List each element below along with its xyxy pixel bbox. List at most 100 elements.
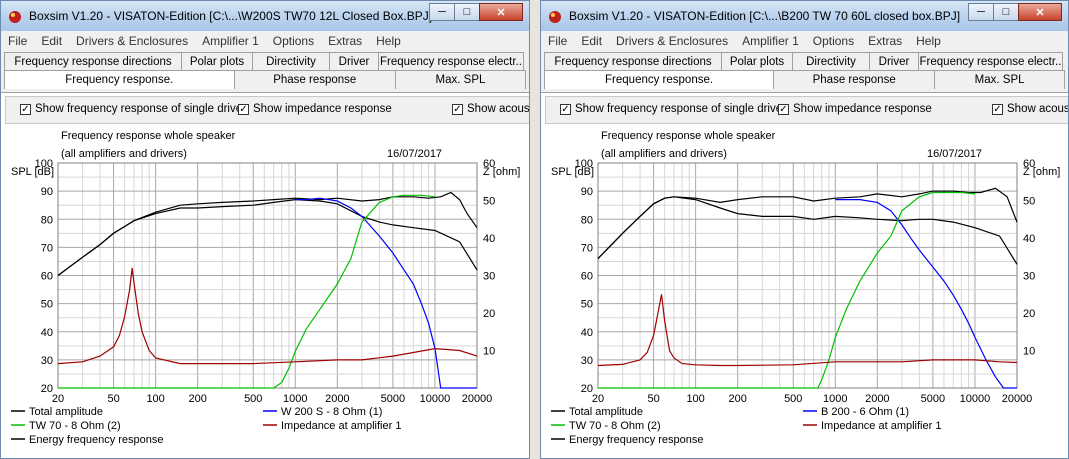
legend-label: Energy frequency response — [569, 434, 704, 446]
checkbox-label: Show frequency response of single drive — [35, 103, 243, 115]
option-checkbox[interactable]: ✓ Show frequency response of single drive — [560, 103, 782, 115]
option-checkbox[interactable]: ✓ Show acous — [452, 103, 529, 115]
x-tick-label: 1000 — [283, 393, 307, 405]
menu-item[interactable]: Options — [272, 34, 315, 48]
option-checkbox[interactable]: ✓ Show frequency response of single drive — [20, 103, 242, 115]
y-tick-label: 70 — [581, 242, 593, 254]
series-line — [597, 294, 1018, 367]
plot-date: 16/07/2017 — [387, 148, 442, 160]
option-checkbox[interactable]: ✓ Show impedance response — [238, 103, 392, 115]
series-line — [57, 267, 478, 365]
tab[interactable]: Frequency response electr.. — [918, 52, 1063, 71]
boxsim-window-left: Boxsim V1.20 - VISATON-Edition [C:\...\W… — [0, 0, 530, 459]
plot-grid — [597, 162, 1018, 389]
tab[interactable]: Polar plots — [721, 52, 793, 71]
menu-item[interactable]: Help — [916, 34, 941, 48]
tab-active[interactable]: Frequency response. — [544, 70, 775, 89]
tab[interactable]: Frequency response directions — [4, 52, 182, 71]
menu-bar: File Edit Drivers & Enclosures Amplifier 1 O… — [541, 31, 1068, 51]
menu-item[interactable]: Extras — [328, 34, 363, 48]
checkbox-box[interactable]: ✓ — [452, 103, 463, 115]
tab[interactable]: Phase response — [773, 70, 936, 89]
close-button[interactable]: ✕ — [1018, 3, 1062, 21]
tab-active[interactable]: Frequency response. — [4, 70, 235, 89]
x-tick-label: 10000 — [960, 393, 991, 405]
y-left-label: SPL [dB] — [11, 166, 54, 178]
x-tick-label: 1000 — [823, 393, 847, 405]
tab[interactable]: Directivity — [252, 52, 330, 71]
y-tick-label: 80 — [581, 214, 593, 226]
menu-item[interactable]: File — [548, 34, 568, 48]
x-tick-label: 2000 — [325, 393, 349, 405]
close-button[interactable]: ✕ — [479, 3, 523, 21]
checkbox-box[interactable]: ✓ — [238, 103, 249, 115]
plot-subtitle: (all amplifiers and drivers) — [601, 148, 727, 160]
y2-tick-label: 60 — [1023, 158, 1035, 170]
series-line — [597, 196, 1018, 265]
y-tick-label: 50 — [41, 299, 53, 311]
series-line — [835, 198, 1017, 389]
y-tick-label: 100 — [35, 158, 53, 170]
minimize-button[interactable]: ─ — [968, 3, 994, 21]
y-tick-label: 90 — [41, 186, 53, 198]
series-line — [58, 194, 436, 389]
title-bar[interactable]: Boxsim V1.20 - VISATON-Edition [C:\...\W… — [1, 1, 529, 32]
maximize-icon: □ — [463, 6, 471, 18]
y-tick-label: 30 — [41, 355, 53, 367]
menu-item[interactable]: Edit — [41, 34, 63, 48]
tab[interactable]: Frequency response electr.. — [378, 52, 524, 71]
menu-item[interactable]: Extras — [868, 34, 903, 48]
tab[interactable]: Directivity — [792, 52, 870, 71]
series-line — [598, 191, 976, 389]
checkbox-box[interactable]: ✓ — [20, 103, 31, 115]
menu-item[interactable]: Options — [812, 34, 855, 48]
y-tick-label: 40 — [41, 327, 53, 339]
menu-item[interactable]: Drivers & Enclosures — [616, 34, 729, 48]
menu-item[interactable]: Drivers & Enclosures — [76, 34, 189, 48]
x-tick-label: 20000 — [462, 393, 493, 405]
menu-item[interactable]: Edit — [581, 34, 603, 48]
tab-row-top: Frequency response directions Polar plots… — [1, 52, 529, 71]
menu-item[interactable]: Help — [376, 34, 401, 48]
tab[interactable]: Polar plots — [181, 52, 253, 71]
y2-tick-label: 40 — [483, 233, 495, 245]
y2-tick-label: 60 — [483, 158, 495, 170]
menu-item[interactable]: Amplifier 1 — [202, 34, 259, 48]
tab[interactable]: Phase response — [233, 70, 396, 89]
x-tick-label: 200 — [728, 393, 746, 405]
tab[interactable]: Driver — [869, 52, 919, 71]
checkbox-label: Show acous — [1007, 103, 1069, 115]
menu-item[interactable]: File — [8, 34, 28, 48]
minimize-button[interactable]: ─ — [429, 3, 455, 21]
checkbox-box[interactable]: ✓ — [992, 103, 1003, 115]
y-tick-label: 40 — [581, 327, 593, 339]
title-bar[interactable]: Boxsim V1.20 - VISATON-Edition [C:\...\B… — [541, 1, 1068, 32]
y-tick-label: 90 — [581, 186, 593, 198]
options-bar: ✓ Show frequency response of single drive… — [545, 96, 1068, 124]
x-tick-label: 500 — [244, 393, 262, 405]
x-tick-label: 50 — [647, 393, 659, 405]
legend-label: Energy frequency response — [29, 434, 164, 446]
plot-title: Frequency response whole speaker — [601, 130, 776, 142]
y2-tick-label: 50 — [1023, 196, 1035, 208]
tab[interactable]: Max. SPL — [934, 70, 1065, 89]
maximize-button[interactable]: □ — [993, 3, 1019, 21]
checkbox-label: Show impedance response — [793, 103, 932, 115]
series-line — [597, 187, 1018, 260]
frequency-response-chart: Frequency response whole speaker (all amp… — [11, 130, 520, 446]
tab[interactable]: Max. SPL — [394, 70, 526, 89]
menu-item[interactable]: Amplifier 1 — [742, 34, 799, 48]
plot-date: 16/07/2017 — [927, 148, 982, 160]
option-checkbox[interactable]: ✓ Show impedance response — [778, 103, 932, 115]
frequency-response-panel: ✓ Show frequency response of single drive… — [1, 92, 529, 458]
y-right-label: Z [ohm] — [1023, 166, 1060, 178]
tab[interactable]: Driver — [329, 52, 379, 71]
checkbox-box[interactable]: ✓ — [778, 103, 789, 115]
checkbox-box[interactable]: ✓ — [560, 103, 571, 115]
option-checkbox[interactable]: ✓ Show acous — [992, 103, 1069, 115]
tab[interactable]: Frequency response directions — [544, 52, 722, 71]
x-tick-label: 5000 — [921, 393, 945, 405]
window-controls: ─ □ ✕ — [429, 3, 523, 22]
window-title: Boxsim V1.20 - VISATON-Edition [C:\...\B… — [569, 9, 961, 23]
maximize-button[interactable]: □ — [454, 3, 480, 21]
